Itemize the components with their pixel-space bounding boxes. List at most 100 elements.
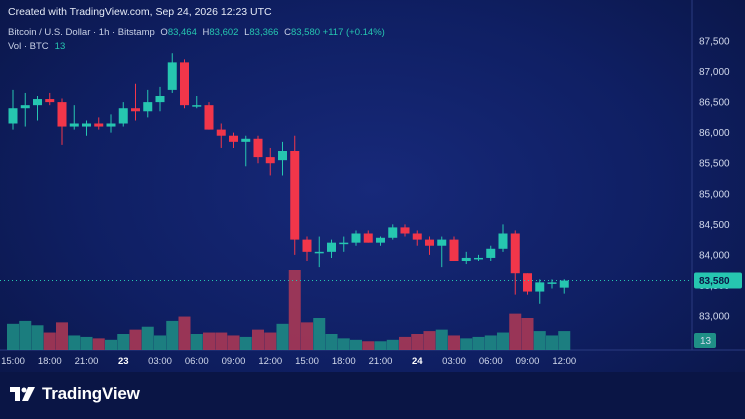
candle-body — [180, 62, 189, 106]
candle-body — [20, 105, 30, 109]
candle-body — [363, 233, 373, 243]
candle-body — [82, 123, 91, 127]
price-axis-label: 85,000 — [699, 189, 730, 200]
time-axis-label: 12:00 — [258, 356, 282, 367]
candle-body — [523, 273, 532, 292]
candle-body — [8, 108, 18, 124]
volume-bar — [521, 318, 534, 350]
volume-bar — [325, 334, 338, 350]
candle-body — [241, 138, 251, 142]
candle-body — [302, 239, 312, 252]
time-axis-label: 03:00 — [442, 356, 466, 367]
volume-bar — [129, 329, 142, 350]
volume-bar — [301, 322, 313, 350]
candle-body — [57, 102, 67, 127]
volume-bar — [19, 320, 32, 350]
candle-body — [486, 248, 496, 258]
close-value: 83,580 — [290, 27, 321, 38]
volume-bar — [288, 270, 301, 350]
volume-bar — [7, 323, 19, 350]
volume-bar — [31, 325, 44, 350]
high-label: H — [202, 27, 210, 38]
price-axis-label: 87,000 — [699, 67, 730, 78]
volume-bar — [546, 335, 558, 350]
candle-body — [437, 239, 447, 246]
candle-body — [265, 157, 275, 164]
time-axis-label: 15:00 — [1, 356, 25, 367]
open-label: O — [160, 27, 168, 38]
volume-bar — [190, 334, 203, 350]
candle-body — [253, 138, 263, 158]
volume-bar — [423, 331, 436, 350]
volume-bar — [227, 335, 240, 350]
volume-bar — [411, 334, 424, 350]
volume-bar — [509, 313, 522, 350]
volume-bar — [460, 338, 473, 350]
volume-bar — [313, 318, 326, 350]
volume-bar — [178, 316, 191, 350]
candle-body — [143, 102, 153, 112]
candle-body — [94, 123, 104, 127]
candle-body — [290, 151, 300, 240]
candle-body — [216, 129, 226, 136]
candle-body — [510, 233, 520, 274]
candle-body — [118, 108, 128, 124]
last-price-label: 83,580 — [699, 276, 730, 287]
candle-body — [339, 242, 349, 245]
volume-bar — [399, 336, 411, 350]
volume-bar — [448, 335, 460, 350]
candle-body — [535, 282, 545, 292]
candle-body — [559, 280, 569, 288]
candle-body — [131, 108, 140, 112]
time-axis-label: 23 — [118, 356, 129, 367]
candle-body — [425, 239, 434, 246]
candle-body — [204, 105, 214, 130]
candlestick-chart[interactable]: 87,500 87,000 86,500 86,000 85,500 85,000 84,5… — [0, 0, 745, 372]
price-axis-label: 85,500 — [699, 159, 730, 170]
symbol-label: Bitcoin / U.S. Dollar · 1h · Bitstamp — [8, 27, 155, 38]
high-value: 83,602 — [209, 27, 239, 38]
time-axis-label: 18:00 — [332, 356, 356, 367]
tradingview-logo-icon — [10, 387, 35, 401]
candle-body — [229, 135, 238, 142]
volume-bar — [43, 332, 56, 350]
price-axis-label: 86,000 — [699, 128, 730, 139]
candle-body — [155, 96, 165, 103]
volume-bar — [252, 329, 264, 350]
volume-bar — [484, 335, 497, 350]
volume-value: 13 — [54, 41, 66, 52]
volume-bar — [435, 329, 448, 350]
candle-body — [33, 99, 42, 106]
candle-body — [192, 105, 202, 107]
volume-bar — [276, 323, 289, 350]
price-axis-label: 87,500 — [699, 37, 730, 48]
candle-body — [327, 242, 336, 252]
time-axis-label: 24 — [412, 356, 423, 367]
volume-bar — [386, 339, 399, 350]
tradingview-logo[interactable]: TradingView — [10, 384, 140, 404]
footer-bar — [0, 372, 745, 419]
brand-name: TradingView — [42, 384, 140, 403]
volume-bar — [239, 336, 252, 350]
volume-bar — [215, 332, 228, 350]
volume-bar — [374, 341, 387, 350]
candle-body — [498, 233, 508, 249]
candle-body — [449, 239, 459, 261]
last-volume-label: 13 — [700, 336, 712, 347]
candle-body — [547, 282, 557, 284]
price-axis-label: 84,500 — [699, 220, 730, 231]
volume-bar — [558, 331, 571, 350]
candle-body — [167, 62, 177, 90]
volume-bar — [68, 335, 81, 350]
volume-bar — [264, 332, 277, 350]
candle-body — [461, 257, 471, 261]
candle-body — [351, 233, 361, 243]
volume-bar — [154, 335, 166, 350]
last-price-tag — [694, 272, 742, 289]
change-value: +117 (+0.14%) — [322, 27, 385, 38]
volume-bar — [362, 341, 375, 350]
time-axis-label: 18:00 — [38, 356, 62, 367]
candle-body — [45, 99, 55, 103]
volume-label: Vol · BTC — [8, 41, 49, 52]
low-value: 83,366 — [249, 27, 279, 38]
